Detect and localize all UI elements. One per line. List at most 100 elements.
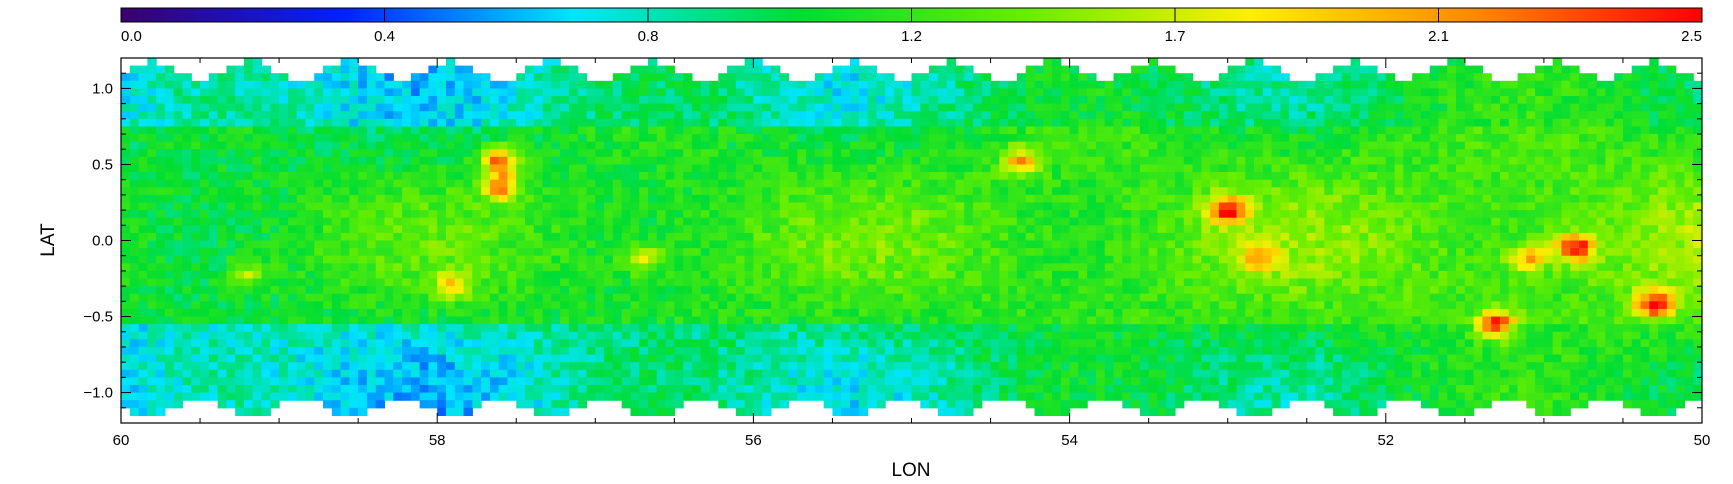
- heatmap-cell: [858, 73, 869, 82]
- heatmap-cell: [217, 179, 227, 188]
- heatmap-cell: [1078, 270, 1088, 280]
- heatmap-cell: [1025, 194, 1036, 204]
- heatmap-cell: [1087, 354, 1097, 363]
- heatmap-cell: [349, 164, 359, 173]
- heatmap-cell: [1095, 240, 1106, 249]
- heatmap-cell: [375, 172, 386, 181]
- heatmap-cell: [621, 316, 632, 325]
- heatmap-cell: [340, 286, 350, 295]
- heatmap-cell: [454, 248, 465, 257]
- heatmap-cell: [937, 407, 948, 416]
- heatmap-cell: [252, 118, 263, 128]
- heatmap-cell: [832, 270, 842, 280]
- heatmap-cell: [621, 400, 632, 409]
- heatmap-cell: [463, 407, 473, 416]
- heatmap-cell: [340, 187, 350, 196]
- heatmap-cell: [911, 141, 921, 150]
- heatmap-cell: [375, 377, 386, 386]
- heatmap-cell: [551, 141, 561, 150]
- heatmap-cell: [217, 293, 227, 302]
- heatmap-cell: [279, 362, 289, 371]
- heatmap-cell: [770, 194, 781, 204]
- heatmap-cell: [630, 384, 640, 394]
- heatmap-cell: [1069, 377, 1079, 386]
- heatmap-cell: [858, 248, 869, 257]
- heatmap-cell: [893, 377, 904, 386]
- heatmap-cell: [955, 362, 965, 371]
- heatmap-cell: [560, 263, 570, 272]
- heatmap-cell: [551, 331, 561, 340]
- heatmap-cell: [481, 339, 491, 348]
- heatmap-cell: [164, 73, 175, 82]
- heatmap-cell: [323, 202, 333, 211]
- heatmap-cell: [586, 187, 596, 196]
- heatmap-cell: [358, 96, 368, 105]
- heatmap-cell: [472, 248, 482, 257]
- heatmap-cell: [243, 308, 254, 318]
- heatmap-cell: [200, 202, 210, 211]
- heatmap-cell: [1008, 362, 1018, 371]
- heatmap-cell: [129, 164, 140, 173]
- heatmap-cell: [235, 149, 245, 158]
- heatmap-cell: [586, 316, 596, 325]
- heatmap-cell: [138, 232, 148, 242]
- heatmap-cell: [191, 156, 201, 166]
- heatmap-cell: [270, 134, 280, 143]
- heatmap-cell: [806, 293, 816, 302]
- heatmap-cell: [410, 88, 421, 97]
- heatmap-cell: [718, 73, 728, 82]
- heatmap-cell: [577, 255, 588, 264]
- heatmap-cell: [323, 156, 333, 166]
- heatmap-cell: [121, 369, 131, 378]
- heatmap-cell: [683, 301, 693, 310]
- heatmap-cell: [542, 339, 552, 348]
- heatmap-cell: [604, 202, 614, 211]
- heatmap-cell: [753, 392, 763, 401]
- heatmap-cell: [393, 103, 403, 112]
- heatmap-cell: [279, 126, 289, 135]
- heatmap-cell: [700, 232, 711, 242]
- heatmap-cell: [691, 217, 702, 226]
- heatmap-cell: [595, 210, 605, 219]
- heatmap-cell: [138, 187, 148, 196]
- heatmap-cell: [261, 232, 271, 242]
- heatmap-cell: [164, 65, 175, 74]
- heatmap-cell: [138, 65, 148, 74]
- heatmap-cell: [1069, 278, 1079, 287]
- heatmap-cell: [323, 103, 333, 112]
- heatmap-cell: [972, 354, 983, 363]
- heatmap-cell: [323, 96, 333, 105]
- heatmap-cell: [516, 362, 526, 371]
- heatmap-cell: [770, 141, 781, 150]
- heatmap-cell: [375, 141, 386, 150]
- heatmap-cell: [788, 202, 798, 211]
- heatmap-cell: [876, 187, 886, 196]
- heatmap-cell: [173, 255, 184, 264]
- heatmap-cell: [683, 354, 693, 363]
- heatmap-cell: [867, 316, 877, 325]
- heatmap-cell: [858, 324, 869, 333]
- heatmap-cell: [384, 293, 394, 302]
- heatmap-cell: [621, 225, 632, 234]
- heatmap-cell: [296, 346, 307, 356]
- heatmap-cell: [270, 225, 280, 234]
- heatmap-cell: [243, 339, 254, 348]
- heatmap-cell: [1104, 80, 1115, 90]
- heatmap-cell: [366, 217, 377, 226]
- heatmap-cell: [243, 248, 254, 257]
- heatmap-cell: [340, 73, 350, 82]
- heatmap-cell: [568, 263, 579, 272]
- heatmap-cell: [226, 187, 236, 196]
- heatmap-cell: [164, 96, 175, 105]
- heatmap-cell: [560, 141, 570, 150]
- heatmap-cell: [191, 377, 201, 386]
- heatmap-cell: [551, 111, 561, 120]
- heatmap-cell: [366, 346, 377, 356]
- heatmap-cell: [858, 103, 869, 112]
- heatmap-cell: [445, 96, 456, 105]
- heatmap-cell: [340, 293, 350, 302]
- heatmap-cell: [683, 308, 693, 318]
- heatmap-cell: [999, 308, 1009, 318]
- heatmap-cell: [630, 339, 640, 348]
- heatmap-cell: [744, 407, 754, 416]
